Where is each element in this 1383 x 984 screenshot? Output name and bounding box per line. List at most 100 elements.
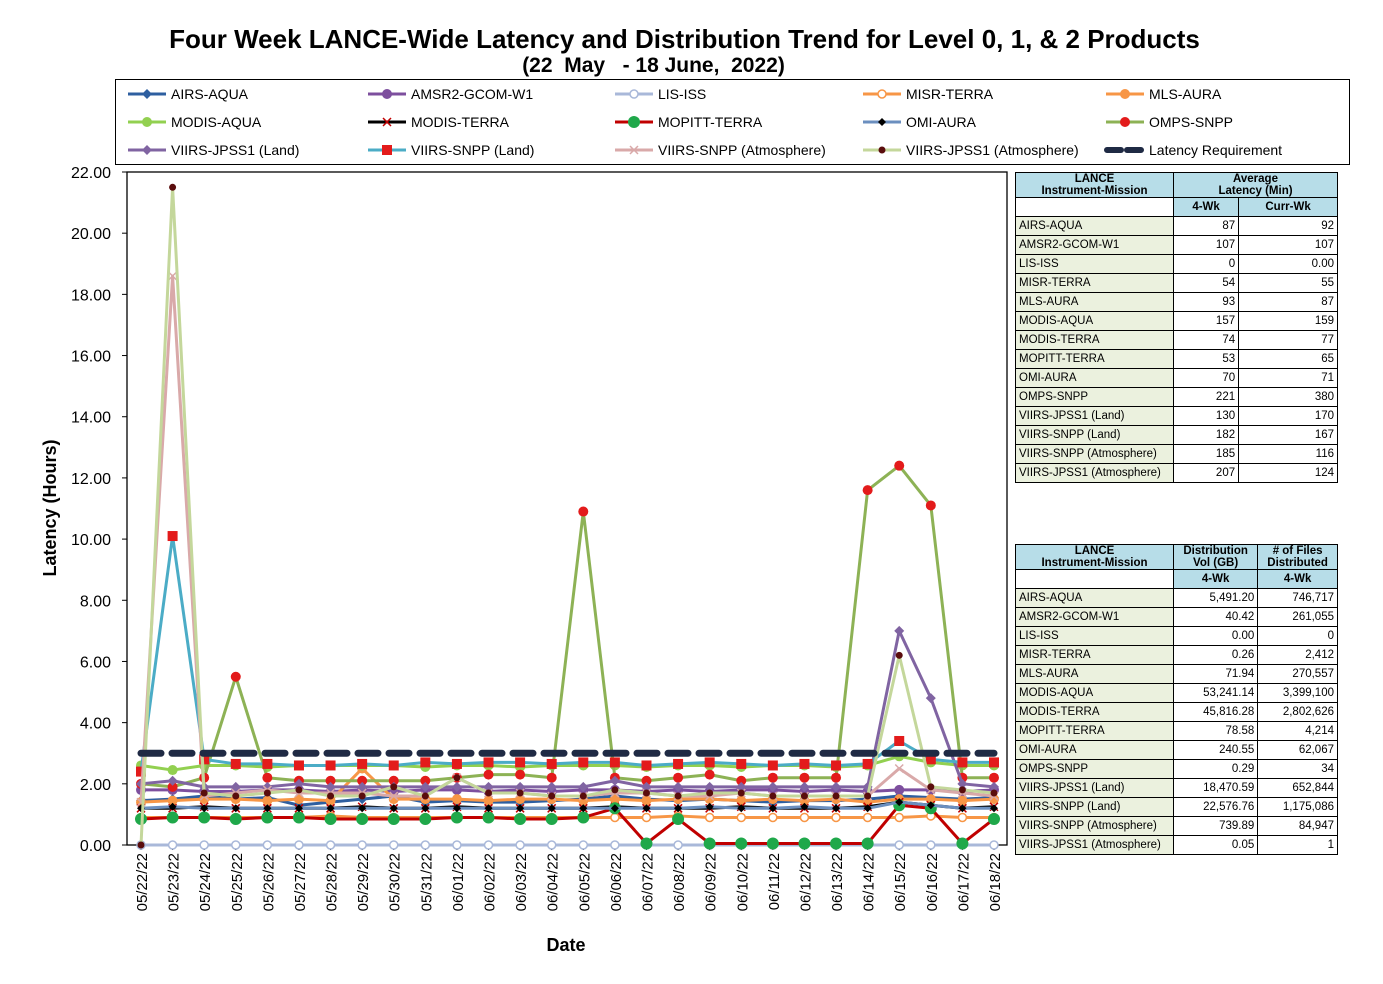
- cell-vol: 45,816.28: [1172, 702, 1259, 722]
- data-point: [894, 735, 905, 746]
- data-point: [483, 781, 494, 792]
- table-row: VIIRS-JPSS1 (Land) 130 170: [1015, 406, 1338, 426]
- data-point: [925, 794, 936, 805]
- data-point: [388, 775, 399, 786]
- data-point: [958, 804, 967, 813]
- data-point: [166, 811, 179, 824]
- data-point: [515, 781, 526, 792]
- cell-curr: 65: [1238, 349, 1338, 369]
- data-point: [863, 804, 872, 813]
- data-point: [450, 811, 463, 824]
- table-row: LIS-ISS 0 0.00: [1015, 254, 1338, 274]
- table-row: VIIRS-JPSS1 (Land) 18,470.59 652,844: [1015, 778, 1338, 798]
- data-point: [1120, 117, 1130, 127]
- plot-area: [126, 171, 1008, 846]
- legend-label: VIIRS-SNPP (Land): [411, 142, 535, 158]
- x-tick-label: 06/04/22: [545, 853, 562, 911]
- instrument-name: OMPS-SNPP: [1015, 387, 1174, 407]
- cell-wk4: 185: [1172, 444, 1240, 464]
- latency-summary-table: LANCE Instrument-Mission Average Latency (…: [1015, 172, 1338, 483]
- series-line: [140, 803, 995, 845]
- data-point: [706, 789, 714, 797]
- cell-vol: 0.26: [1172, 645, 1259, 665]
- x-tick-label: 06/02/22: [482, 853, 499, 911]
- data-point: [326, 804, 335, 813]
- table-row: VIIRS-SNPP (Atmosphere) 739.89 84,947: [1015, 816, 1338, 836]
- y-tick-label: 10.00: [71, 532, 111, 549]
- cell-files: 34: [1257, 759, 1338, 779]
- instrument-name: AMSR2-GCOM-W1: [1015, 235, 1174, 255]
- series-13: [137, 183, 998, 849]
- legend-swatch: [368, 117, 406, 127]
- data-point: [514, 812, 527, 825]
- data-point: [610, 812, 620, 823]
- data-point: [262, 772, 273, 783]
- cell-files: 261,055: [1257, 607, 1338, 627]
- legend-item: OMI-AURA: [861, 111, 976, 133]
- data-point: [957, 795, 968, 806]
- data-point: [878, 118, 886, 126]
- chart-legend: AIRS-AQUA AMSR2-GCOM-W1 LIS-ISS MISR-TERRA M…: [115, 79, 1350, 165]
- data-point: [482, 811, 495, 824]
- table-header-instrument: LANCE Instrument-Mission: [1015, 172, 1174, 198]
- legend-swatch: [1106, 117, 1144, 127]
- data-point: [142, 117, 152, 127]
- chart-title: Four Week LANCE-Wide Latency and Distrib…: [169, 24, 1200, 54]
- data-point: [485, 789, 493, 797]
- data-point: [230, 781, 241, 792]
- data-point: [610, 804, 619, 813]
- table-row: MODIS-TERRA 45,816.28 2,802,626: [1015, 702, 1338, 722]
- data-point: [388, 760, 399, 771]
- x-axis-label: Date: [546, 935, 585, 955]
- cell-curr: 87: [1238, 292, 1338, 312]
- chart-subtitle: (22 May - 18 June, 2022): [522, 54, 785, 77]
- data-point: [231, 840, 241, 850]
- data-point: [895, 798, 904, 807]
- instrument-name: MOPITT-TERRA: [1015, 349, 1174, 369]
- data-point: [894, 784, 905, 795]
- legend-swatch: [1104, 147, 1146, 153]
- data-point: [578, 757, 589, 768]
- cell-files: 84,947: [1257, 816, 1338, 836]
- data-point: [263, 804, 272, 813]
- cell-curr: 116: [1238, 444, 1338, 464]
- table-subheader-curr: Curr-Wk: [1238, 197, 1338, 217]
- cell-files: 652,844: [1257, 778, 1338, 798]
- data-point: [515, 757, 526, 768]
- cell-wk4: 54: [1172, 273, 1240, 293]
- table-row: OMPS-SNPP 0.29 34: [1015, 759, 1338, 779]
- cell-wk4: 53: [1172, 349, 1240, 369]
- data-point: [990, 789, 998, 797]
- data-point: [451, 758, 462, 769]
- x-tick-label: 05/24/22: [197, 853, 214, 911]
- data-point: [451, 794, 462, 805]
- instrument-name: OMPS-SNPP: [1015, 759, 1174, 779]
- cell-wk4: 130: [1172, 406, 1240, 426]
- data-point: [325, 840, 336, 850]
- cell-vol: 78.58: [1172, 721, 1259, 741]
- data-point: [294, 840, 304, 850]
- data-point: [673, 840, 683, 850]
- legend-swatch: [863, 146, 901, 154]
- data-point: [168, 802, 177, 811]
- table-row: AIRS-AQUA 5,491.20 746,717: [1015, 588, 1338, 608]
- data-point: [674, 792, 682, 800]
- cell-vol: 240.55: [1172, 740, 1259, 760]
- instrument-name: VIIRS-SNPP (Land): [1015, 425, 1174, 445]
- data-point: [546, 772, 557, 783]
- x-tick-label: 05/31/22: [418, 853, 435, 911]
- cell-files: 1,175,086: [1257, 797, 1338, 817]
- data-point: [628, 116, 640, 128]
- data-point: [878, 146, 886, 154]
- data-point: [894, 625, 905, 636]
- legend-item: VIIRS-JPSS1 (Land): [126, 139, 299, 161]
- instrument-name: LIS-ISS: [1015, 254, 1174, 274]
- legend-label: Latency Requirement: [1149, 142, 1283, 158]
- data-point: [611, 786, 619, 794]
- data-point: [927, 783, 935, 791]
- data-point: [767, 760, 778, 771]
- series-line: [140, 754, 994, 772]
- cell-curr: 380: [1238, 387, 1338, 407]
- data-point: [768, 804, 777, 813]
- cell-vol: 53,241.14: [1172, 683, 1259, 703]
